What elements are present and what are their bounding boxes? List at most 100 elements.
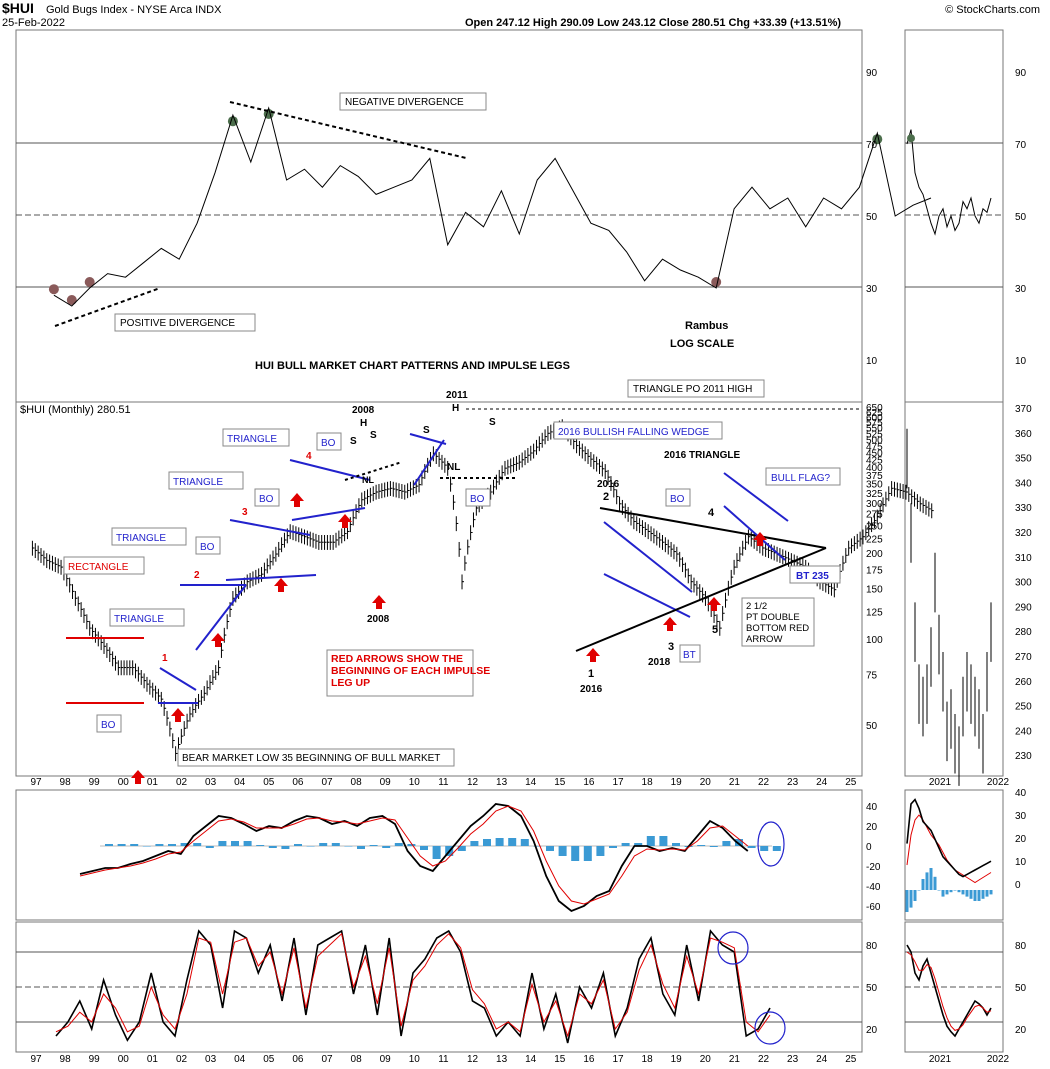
price-y-tick: 75 [866, 671, 878, 682]
inset-histogram-bar [917, 890, 921, 891]
macd-histogram-bar [268, 846, 277, 848]
stoch-x-tick: 07 [321, 1054, 333, 1065]
stoch-x-tick: 01 [147, 1054, 159, 1065]
price-y-tick: 250 [866, 521, 883, 532]
bo-label: BO [259, 494, 274, 505]
price-y-tick: 100 [866, 635, 883, 646]
year-2011: 2011 [446, 390, 468, 401]
macd-histogram-bar [621, 843, 630, 846]
inset-histogram-bar [949, 890, 953, 893]
price-y-tick: 500 [866, 436, 883, 447]
stoch-x-tick: 06 [292, 1054, 304, 1065]
stoch-x-tick: 22 [758, 1054, 770, 1065]
bo-label: BO [470, 494, 485, 505]
inset-histogram-bar [989, 890, 993, 895]
stoch-x-tick: 03 [205, 1054, 217, 1065]
price-x-tick: 99 [89, 777, 101, 788]
bt-label: BT [683, 650, 696, 661]
price-y-tick: 600 [866, 413, 883, 424]
inset-rsi-y-tick: 50 [1015, 212, 1027, 223]
price-y-tick: 375 [866, 471, 883, 482]
macd-histogram-bar [105, 844, 113, 846]
year-2016-top: 2016 [597, 479, 620, 490]
macd-histogram-bar [546, 846, 554, 851]
inset-histogram-bar [925, 872, 929, 890]
triangle-2016-bottom [575, 547, 827, 652]
macd-histogram-bar [520, 839, 529, 846]
inset-price-y-tick: 270 [1015, 652, 1032, 663]
stoch-y-tick: 50 [866, 983, 878, 994]
rsi-oversold-fill [711, 277, 722, 287]
triangle-2016-label: 2016 TRIANGLE [664, 450, 740, 461]
stoch-x-tick: 10 [409, 1054, 421, 1065]
bear-market-note: BEAR MARKET LOW 35 BEGINNING OF BULL MAR… [182, 753, 440, 764]
stoch-x-tick: 16 [583, 1054, 595, 1065]
inset-stoch-k [906, 944, 992, 1038]
red-arrow-icon [372, 595, 386, 609]
inset-macd-y-tick: 10 [1015, 857, 1027, 868]
header-date: 25-Feb-2022 [2, 17, 65, 29]
macd-histogram-bar [583, 846, 592, 861]
macd-histogram-bar [130, 844, 139, 846]
inset-histogram-bar [981, 890, 985, 899]
inset-histogram-bar [933, 876, 937, 890]
inset-price-y-tick: 320 [1015, 528, 1032, 539]
inset-price-y-tick: 250 [1015, 702, 1032, 713]
price-y-tick: 50 [866, 721, 878, 732]
price-x-tick: 15 [554, 777, 566, 788]
macd-histogram-bar [142, 846, 151, 847]
rsi-y-tick: 70 [866, 140, 878, 151]
stoch-x-tick: 08 [351, 1054, 363, 1065]
stoch-x-tick: 98 [60, 1054, 72, 1065]
triangle2-bottom [195, 584, 247, 651]
nl-label: NL [447, 462, 460, 473]
price-x-tick: 03 [205, 777, 217, 788]
macd-line [79, 803, 749, 913]
rsi-y-tick: 50 [866, 212, 878, 223]
red-arrow-icon [663, 617, 677, 631]
flag-bottom [723, 505, 786, 561]
macd-histogram-bar [697, 845, 706, 846]
inset-x-tick: 2021 [929, 777, 952, 788]
grid-lines [16, 142, 1003, 1023]
inset-histogram-bar [973, 890, 977, 901]
highlight-circles [717, 821, 786, 1045]
inset-rsi-y-tick: 70 [1015, 140, 1027, 151]
price-x-tick: 19 [671, 777, 683, 788]
macd-histogram-bar [747, 846, 756, 848]
wave-5: 5 [712, 624, 718, 636]
macd-histogram-bar [306, 846, 315, 847]
positive-divergence-label: POSITIVE DIVERGENCE [120, 318, 235, 329]
inset-histogram-bar [969, 890, 973, 899]
stoch-x-tick: 15 [554, 1054, 566, 1065]
price-y-tick: 150 [866, 585, 883, 596]
inset-rsi-y-tick: 30 [1015, 284, 1027, 295]
red-arrows-note: RED ARROWS SHOW THE BEGINNING OF EACH IMP… [331, 653, 490, 689]
triangle3-top [229, 519, 311, 536]
flag-2010-bottom [413, 439, 445, 486]
price-y-tick: 650 [866, 403, 883, 414]
inset-histogram-bar [929, 868, 933, 890]
macd-y-tick: 0 [866, 842, 872, 853]
macd-histogram-bar [659, 836, 668, 846]
price-x-tick: 18 [642, 777, 654, 788]
stoch-x-tick: 23 [787, 1054, 799, 1065]
price-x-tick: 25 [845, 777, 857, 788]
inset-macd-y-tick: 40 [1015, 788, 1027, 799]
macd-histogram-bar [735, 839, 743, 846]
annotation-labels: NEGATIVE DIVERGENCE POSITIVE DIVERGENCE … [68, 97, 831, 764]
year-2008-top: 2008 [352, 405, 375, 416]
macd-histogram-bar [357, 846, 365, 849]
inset-price-frame [904, 401, 1004, 777]
triangle-label: TRIANGLE [173, 477, 223, 488]
inset-rsi-frame [904, 29, 1004, 403]
macd-histogram-bar [672, 843, 680, 846]
price-y-tick: 550 [866, 424, 883, 435]
macd-histogram-bar [646, 836, 655, 846]
inset-histogram-bar [905, 890, 909, 912]
bo-label: BO [670, 494, 685, 505]
macd-histogram-bar [331, 843, 340, 846]
stoch-x-tick: 24 [816, 1054, 828, 1065]
macd-histogram-bar [407, 844, 416, 846]
macd-histogram-bar [571, 846, 580, 861]
